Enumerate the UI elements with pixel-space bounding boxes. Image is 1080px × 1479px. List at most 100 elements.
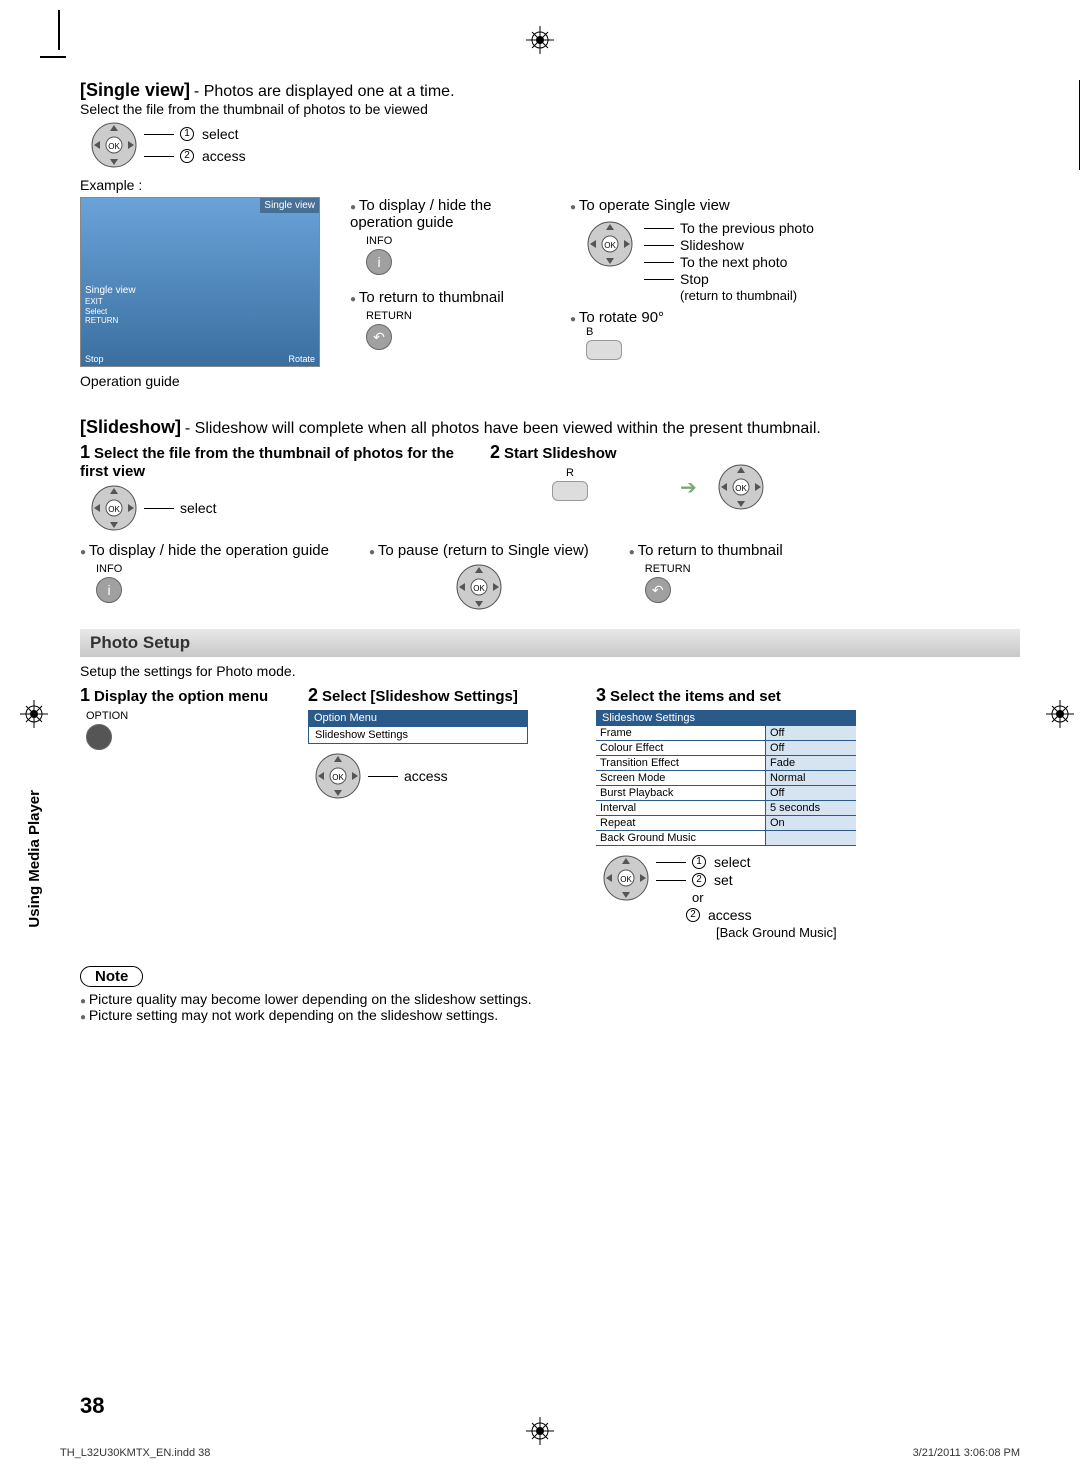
settings-key: Interval — [596, 801, 766, 815]
example-label: Example : — [80, 177, 1020, 193]
settings-row: Burst PlaybackOff — [596, 786, 856, 801]
pause-label: To pause (return to Single view) — [369, 542, 589, 559]
slideshow-step1: Select the file from the thumbnail of ph… — [80, 445, 454, 480]
access-label: access — [708, 907, 752, 923]
settings-val — [766, 831, 856, 845]
arrow-icon: ➔ — [680, 475, 697, 500]
select-label: select — [714, 854, 751, 870]
nav-pad-icon: OK — [602, 854, 650, 902]
svg-text:OK: OK — [108, 142, 120, 151]
settings-val: Off — [766, 786, 856, 800]
photo-setup-desc: Setup the settings for Photo mode. — [80, 663, 1020, 679]
settings-key: Colour Effect — [596, 741, 766, 755]
settings-row: Interval5 seconds — [596, 801, 856, 816]
access-label: access — [404, 768, 448, 784]
return-thumb-paren: (return to thumbnail) — [680, 288, 814, 303]
settings-key: Repeat — [596, 816, 766, 830]
settings-row: Screen ModeNormal — [596, 771, 856, 786]
screenshot-stop: Stop — [85, 354, 104, 364]
slideshow-label: Slideshow — [680, 237, 744, 253]
return-thumb-label: To return to thumbnail — [350, 289, 540, 306]
option-label: OPTION — [86, 710, 128, 722]
info-label: INFO — [96, 563, 122, 575]
single-view-screenshot: Single view Single view EXIT Select RETU… — [80, 197, 320, 367]
settings-val: Fade — [766, 756, 856, 770]
or-label: or — [692, 890, 837, 905]
screenshot-mid-label: Single view — [85, 285, 136, 297]
return-button-icon: ↶ — [366, 324, 392, 350]
note-line-1: Picture quality may become lower dependi… — [80, 991, 1020, 1007]
bgm-label: [Back Ground Music] — [716, 925, 837, 940]
settings-row: RepeatOn — [596, 816, 856, 831]
option-menu-item: Slideshow Settings — [308, 726, 528, 744]
next-photo-label: To the next photo — [680, 254, 787, 270]
settings-key: Frame — [596, 726, 766, 740]
b-button-icon — [586, 340, 622, 360]
settings-val: Off — [766, 726, 856, 740]
photo-step2: Select [Slideshow Settings] — [322, 688, 518, 705]
option-menu: Option Menu Slideshow Settings — [308, 710, 528, 744]
access-label: access — [202, 148, 246, 164]
note-line-2: Picture setting may not work depending o… — [80, 1007, 1020, 1023]
photo-setup-heading: Photo Setup — [80, 629, 1020, 657]
svg-text:OK: OK — [332, 773, 344, 782]
settings-key: Back Ground Music — [596, 831, 766, 845]
note-pill: Note — [80, 966, 143, 987]
set-label: set — [714, 872, 733, 888]
settings-val: Off — [766, 741, 856, 755]
settings-val: On — [766, 816, 856, 830]
settings-key: Transition Effect — [596, 756, 766, 770]
r-button-icon — [552, 481, 588, 501]
photo-step1: Display the option menu — [94, 688, 268, 705]
svg-text:OK: OK — [604, 241, 616, 250]
settings-row: FrameOff — [596, 726, 856, 741]
display-hide-label: To display / hide the operation guide — [350, 197, 540, 231]
nav-pad-icon: OK — [90, 484, 138, 532]
screenshot-mid-lines: EXIT Select RETURN — [85, 297, 136, 326]
settings-header: Slideshow Settings — [596, 710, 856, 726]
step-1-marker: 1 — [180, 127, 194, 141]
settings-row: Colour EffectOff — [596, 741, 856, 756]
footer-left: TH_L32U30KMTX_EN.indd 38 — [60, 1447, 210, 1459]
nav-pad-icon: OK — [717, 463, 765, 511]
svg-text:OK: OK — [620, 875, 632, 884]
settings-key: Burst Playback — [596, 786, 766, 800]
return-button-icon: ↶ — [645, 577, 671, 603]
operation-guide-label: Operation guide — [80, 373, 320, 389]
prev-photo-label: To the previous photo — [680, 220, 814, 236]
screenshot-titlebar: Single view — [260, 198, 319, 213]
slideshow-heading: [Slideshow] — [80, 417, 181, 437]
nav-pad-icon: OK — [455, 563, 503, 611]
single-view-heading: [Single view] — [80, 80, 190, 100]
settings-val: Normal — [766, 771, 856, 785]
r-label: R — [566, 467, 574, 479]
single-view-desc: - Photos are displayed one at a time. — [194, 83, 455, 100]
nav-pad-icon: OK — [90, 121, 138, 169]
return-label: RETURN — [645, 563, 691, 575]
single-view-select-line: Select the file from the thumbnail of ph… — [80, 101, 1020, 117]
return-thumb-label: To return to thumbnail — [629, 542, 783, 559]
operate-label: To operate Single view — [570, 197, 1020, 214]
slideshow-settings-box: Slideshow Settings FrameOffColour Effect… — [596, 710, 856, 846]
select-label: select — [202, 126, 239, 142]
return-label: RETURN — [366, 310, 412, 322]
footer-right: 3/21/2011 3:06:08 PM — [913, 1447, 1020, 1459]
info-button-icon: i — [96, 577, 122, 603]
slideshow-step2: Start Slideshow — [504, 445, 617, 462]
svg-text:OK: OK — [735, 484, 747, 493]
option-button-icon — [86, 724, 112, 750]
page-number: 38 — [80, 1393, 104, 1419]
nav-pad-icon: OK — [314, 752, 362, 800]
settings-key: Screen Mode — [596, 771, 766, 785]
svg-text:OK: OK — [473, 584, 485, 593]
option-menu-header: Option Menu — [308, 710, 528, 726]
rotate-90-label: To rotate 90° — [570, 309, 1020, 326]
disp-hide-label: To display / hide the operation guide — [80, 542, 329, 559]
info-label: INFO — [366, 235, 392, 247]
settings-row: Transition EffectFade — [596, 756, 856, 771]
photo-step3: Select the items and set — [610, 688, 781, 705]
stop-label: Stop — [680, 271, 709, 287]
settings-val: 5 seconds — [766, 801, 856, 815]
screenshot-rotate: Rotate — [288, 354, 315, 364]
registration-mark — [526, 1417, 554, 1445]
